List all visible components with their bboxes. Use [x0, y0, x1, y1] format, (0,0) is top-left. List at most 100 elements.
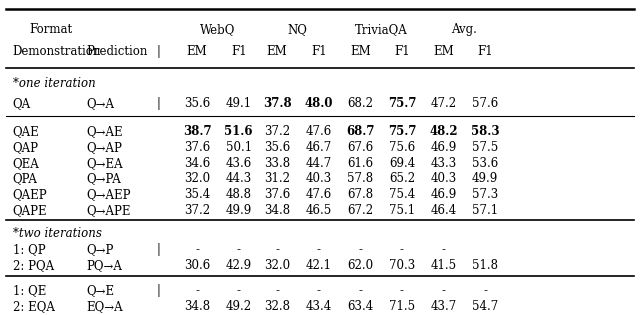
- Text: 48.2: 48.2: [429, 125, 458, 138]
- Text: 32.0: 32.0: [264, 259, 290, 272]
- Text: 48.0: 48.0: [305, 97, 333, 110]
- Text: 33.8: 33.8: [264, 157, 290, 170]
- Text: Q→E: Q→E: [86, 284, 115, 297]
- Text: -: -: [317, 284, 321, 297]
- Text: 41.5: 41.5: [431, 259, 456, 272]
- Text: 46.7: 46.7: [305, 141, 332, 154]
- Text: 34.8: 34.8: [264, 204, 290, 217]
- Text: EM: EM: [267, 45, 287, 59]
- Text: Q→AP: Q→AP: [86, 141, 122, 154]
- Text: -: -: [275, 243, 279, 256]
- Text: -: -: [358, 243, 362, 256]
- Text: 50.1: 50.1: [226, 141, 252, 154]
- Text: 69.4: 69.4: [388, 157, 415, 170]
- Text: Format: Format: [29, 23, 73, 37]
- Text: 1: QE: 1: QE: [13, 284, 46, 297]
- Text: 40.3: 40.3: [430, 172, 457, 186]
- Text: QAE: QAE: [13, 125, 40, 138]
- Text: 47.6: 47.6: [305, 188, 332, 201]
- Text: 37.6: 37.6: [184, 141, 211, 154]
- Text: 43.3: 43.3: [430, 157, 457, 170]
- Text: 38.7: 38.7: [183, 125, 211, 138]
- Text: EQ→A: EQ→A: [86, 300, 123, 313]
- Text: 37.2: 37.2: [184, 204, 210, 217]
- Text: 46.9: 46.9: [430, 188, 457, 201]
- Text: 2: EQA: 2: EQA: [13, 300, 54, 313]
- Text: 57.6: 57.6: [472, 97, 499, 110]
- Text: 1: QP: 1: QP: [13, 243, 45, 256]
- Text: 57.8: 57.8: [348, 172, 373, 186]
- Text: |: |: [157, 243, 161, 256]
- Text: PQ→A: PQ→A: [86, 259, 122, 272]
- Text: 57.1: 57.1: [472, 204, 498, 217]
- Text: 32.0: 32.0: [184, 172, 210, 186]
- Text: 43.7: 43.7: [430, 300, 457, 313]
- Text: 67.8: 67.8: [348, 188, 373, 201]
- Text: 32.8: 32.8: [264, 300, 290, 313]
- Text: 47.2: 47.2: [431, 97, 456, 110]
- Text: 37.2: 37.2: [264, 125, 290, 138]
- Text: 31.2: 31.2: [264, 172, 290, 186]
- Text: 43.4: 43.4: [305, 300, 332, 313]
- Text: F1: F1: [311, 45, 326, 59]
- Text: 49.9: 49.9: [472, 172, 499, 186]
- Text: -: -: [195, 284, 199, 297]
- Text: 68.2: 68.2: [348, 97, 373, 110]
- Text: EM: EM: [350, 45, 371, 59]
- Text: 35.6: 35.6: [184, 97, 211, 110]
- Text: 30.6: 30.6: [184, 259, 211, 272]
- Text: 47.6: 47.6: [305, 125, 332, 138]
- Text: -: -: [400, 243, 404, 256]
- Text: 44.3: 44.3: [225, 172, 252, 186]
- Text: 75.1: 75.1: [389, 204, 415, 217]
- Text: 65.2: 65.2: [389, 172, 415, 186]
- Text: 42.1: 42.1: [306, 259, 332, 272]
- Text: F1: F1: [231, 45, 246, 59]
- Text: |: |: [157, 45, 161, 59]
- Text: QEA: QEA: [13, 157, 40, 170]
- Text: -: -: [237, 243, 241, 256]
- Text: |: |: [157, 284, 161, 297]
- Text: -: -: [358, 284, 362, 297]
- Text: -: -: [442, 243, 445, 256]
- Text: Demonstration: Demonstration: [13, 45, 101, 59]
- Text: QAP: QAP: [13, 141, 39, 154]
- Text: 63.4: 63.4: [347, 300, 374, 313]
- Text: 48.8: 48.8: [226, 188, 252, 201]
- Text: Q→AEP: Q→AEP: [86, 188, 131, 201]
- Text: -: -: [483, 284, 487, 297]
- Text: WebQ: WebQ: [200, 23, 236, 37]
- Text: QAPE: QAPE: [13, 204, 47, 217]
- Text: 42.9: 42.9: [226, 259, 252, 272]
- Text: 49.9: 49.9: [225, 204, 252, 217]
- Text: 68.7: 68.7: [346, 125, 374, 138]
- Text: 58.3: 58.3: [471, 125, 499, 138]
- Text: 37.6: 37.6: [264, 188, 291, 201]
- Text: EM: EM: [187, 45, 207, 59]
- Text: 35.4: 35.4: [184, 188, 211, 201]
- Text: 37.8: 37.8: [263, 97, 291, 110]
- Text: 46.5: 46.5: [305, 204, 332, 217]
- Text: 53.6: 53.6: [472, 157, 499, 170]
- Text: 46.9: 46.9: [430, 141, 457, 154]
- Text: TriviaQA: TriviaQA: [355, 23, 407, 37]
- Text: Q→P: Q→P: [86, 243, 114, 256]
- Text: 75.7: 75.7: [388, 97, 416, 110]
- Text: 67.6: 67.6: [347, 141, 374, 154]
- Text: 34.6: 34.6: [184, 157, 211, 170]
- Text: Q→APE: Q→APE: [86, 204, 131, 217]
- Text: -: -: [317, 243, 321, 256]
- Text: 67.2: 67.2: [348, 204, 373, 217]
- Text: F1: F1: [394, 45, 410, 59]
- Text: *two iterations: *two iterations: [13, 227, 102, 240]
- Text: QPA: QPA: [13, 172, 38, 186]
- Text: 70.3: 70.3: [388, 259, 415, 272]
- Text: 51.6: 51.6: [225, 125, 253, 138]
- Text: 40.3: 40.3: [305, 172, 332, 186]
- Text: 49.1: 49.1: [226, 97, 252, 110]
- Text: Q→AE: Q→AE: [86, 125, 123, 138]
- Text: |: |: [157, 97, 161, 110]
- Text: Q→PA: Q→PA: [86, 172, 121, 186]
- Text: 2: PQA: 2: PQA: [13, 259, 54, 272]
- Text: -: -: [237, 284, 241, 297]
